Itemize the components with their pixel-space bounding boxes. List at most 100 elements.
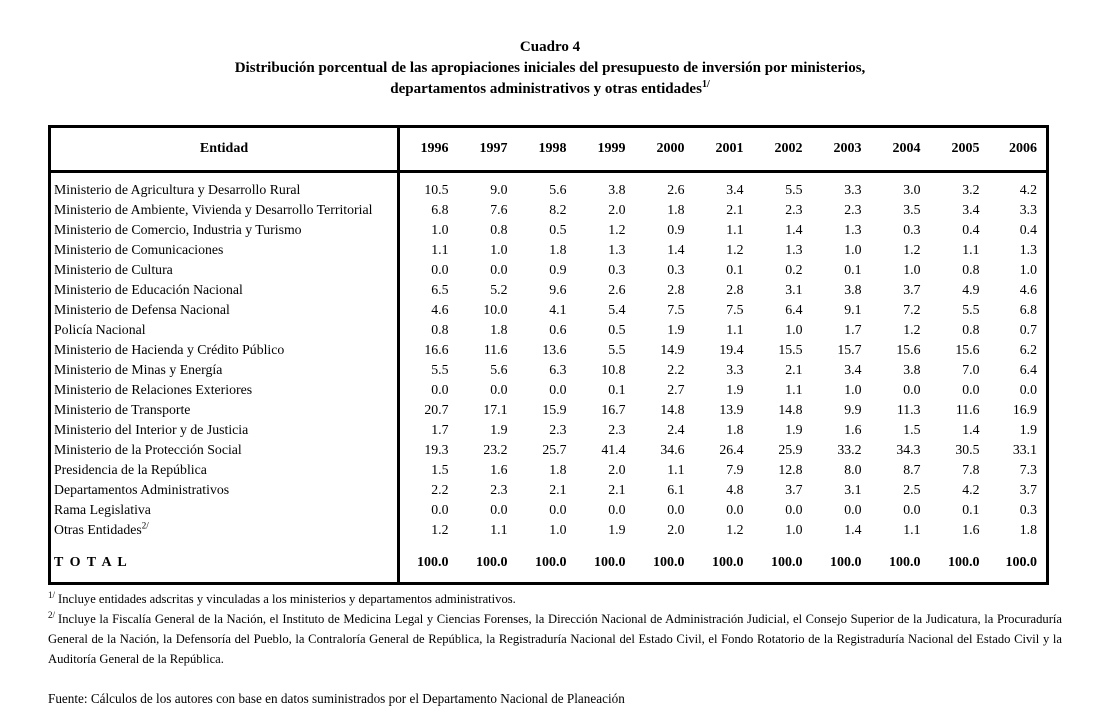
value-cell: 1.6 (962, 522, 980, 537)
value-cell: 3.8 (608, 182, 626, 197)
year-column-header: 2002 (774, 141, 803, 156)
value-cell: 7.8 (962, 462, 980, 477)
value-cell: 0.0 (1019, 382, 1037, 397)
entity-name: Departamentos Administrativos (49, 480, 400, 500)
value-cell: 5.2 (490, 282, 508, 297)
value-cell: 1.6 (844, 422, 862, 437)
value-cell: 7.6 (490, 202, 508, 217)
value-cell: 9.0 (490, 182, 508, 197)
value-cell: 3.8 (903, 362, 921, 377)
value-cell: 0.0 (549, 502, 567, 517)
value-cell: 0.5 (608, 322, 626, 337)
value-cell: 14.8 (660, 402, 685, 417)
total-value-cell: 100.0 (948, 555, 980, 570)
total-value-cell: 100.0 (712, 555, 744, 570)
value-cell: 15.5 (778, 342, 803, 357)
value-cell: 8.7 (903, 462, 921, 477)
year-column-header: 2001 (715, 141, 744, 156)
total-value-cell: 100.0 (889, 555, 921, 570)
entity-name: Ministerio del Interior y de Justicia (49, 420, 400, 440)
value-cell: 6.8 (1019, 302, 1037, 317)
value-cell: 3.7 (1019, 482, 1037, 497)
value-cell: 1.3 (785, 242, 803, 257)
value-cell: 0.9 (667, 222, 685, 237)
value-cell: 7.5 (667, 302, 685, 317)
value-cell: 0.1 (962, 502, 980, 517)
value-cell: 0.0 (431, 382, 449, 397)
value-cell: 2.5 (903, 482, 921, 497)
value-cell: 0.0 (726, 502, 744, 517)
value-cell: 1.4 (962, 422, 980, 437)
value-cell: 2.1 (785, 362, 803, 377)
value-cell: 8.0 (844, 462, 862, 477)
value-cell: 0.3 (608, 262, 626, 277)
value-cell: 4.8 (726, 482, 744, 497)
value-cell: 0.0 (490, 382, 508, 397)
value-cell: 0.1 (726, 262, 744, 277)
value-cell: 0.8 (431, 322, 449, 337)
value-cell: 3.4 (844, 362, 862, 377)
value-cell: 1.1 (785, 382, 803, 397)
value-cell: 2.3 (490, 482, 508, 497)
value-cell: 1.5 (431, 462, 449, 477)
value-cell: 4.2 (962, 482, 980, 497)
entity-name: Policía Nacional (49, 320, 400, 340)
value-cell: 15.7 (837, 342, 862, 357)
value-cell: 2.2 (431, 482, 449, 497)
footnotes-block: 1/Incluye entidades adscritas y vinculad… (48, 590, 1062, 670)
value-cell: 4.6 (1019, 282, 1037, 297)
table-row: Ministerio de Agricultura y Desarrollo R… (49, 171, 1048, 200)
value-cell: 0.2 (785, 262, 803, 277)
value-cell: 1.5 (903, 422, 921, 437)
value-cell: 6.2 (1019, 342, 1037, 357)
value-cell: 4.1 (549, 302, 567, 317)
entity-name: Presidencia de la República (49, 460, 400, 480)
value-cell: 1.2 (726, 242, 744, 257)
value-cell: 1.7 (431, 422, 449, 437)
value-cell: 3.5 (903, 202, 921, 217)
value-cell: 5.5 (608, 342, 626, 357)
value-cell: 0.0 (903, 502, 921, 517)
value-cell: 19.3 (424, 442, 449, 457)
footnote-ref-2: 2/ (141, 520, 149, 531)
year-column-header: 1998 (538, 141, 567, 156)
value-cell: 33.1 (1012, 442, 1037, 457)
value-cell: 3.8 (844, 282, 862, 297)
value-cell: 1.8 (667, 202, 685, 217)
value-cell: 0.0 (608, 502, 626, 517)
value-cell: 34.6 (660, 442, 685, 457)
value-cell: 1.0 (785, 522, 803, 537)
table-row: Ministerio de Relaciones Exteriores 0.0 0.… (49, 380, 1048, 400)
value-cell: 6.4 (1019, 362, 1037, 377)
value-cell: 0.0 (549, 382, 567, 397)
value-cell: 0.3 (903, 222, 921, 237)
value-cell: 2.0 (608, 202, 626, 217)
value-cell: 11.6 (483, 342, 508, 357)
value-cell: 3.1 (785, 282, 803, 297)
value-cell: 1.0 (490, 242, 508, 257)
value-cell: 5.5 (962, 302, 980, 317)
year-column-header: 1999 (597, 141, 626, 156)
value-cell: 2.3 (608, 422, 626, 437)
value-cell: 15.9 (542, 402, 567, 417)
value-cell: 3.4 (962, 202, 980, 217)
value-cell: 0.4 (1019, 222, 1037, 237)
value-cell: 1.4 (667, 242, 685, 257)
entity-name: Ministerio de Agricultura y Desarrollo R… (49, 171, 400, 200)
value-cell: 25.9 (778, 442, 803, 457)
value-cell: 10.8 (601, 362, 626, 377)
value-cell: 14.8 (778, 402, 803, 417)
table-row: Rama Legislativa 0.0 0.0 0.0 0.0 0.0 0.0 0.0 0.0… (49, 500, 1048, 520)
entity-name: Ministerio de Transporte (49, 400, 400, 420)
value-cell: 2.3 (844, 202, 862, 217)
value-cell: 2.1 (726, 202, 744, 217)
value-cell: 1.9 (1019, 422, 1037, 437)
value-cell: 1.8 (549, 462, 567, 477)
year-column-header: 1996 (420, 141, 449, 156)
value-cell: 1.2 (903, 242, 921, 257)
value-cell: 1.8 (726, 422, 744, 437)
value-cell: 0.0 (785, 502, 803, 517)
value-cell: 0.0 (490, 502, 508, 517)
table-row: Ministerio de Minas y Energía 5.5 5.6 6.3 10… (49, 360, 1048, 380)
value-cell: 5.6 (549, 182, 567, 197)
